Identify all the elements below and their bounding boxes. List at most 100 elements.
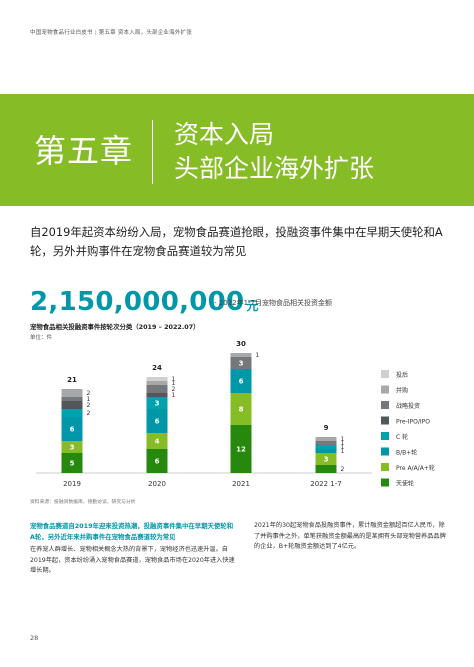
bar-value-label: 6 bbox=[155, 418, 160, 426]
bar-segment-2019-3 bbox=[61, 409, 83, 417]
headline-caption: - 2022年1-7月宠物食品相关投资金额 bbox=[214, 299, 332, 307]
stacked-bar-chart: 5362212212019646312112420201286313020212… bbox=[36, 340, 435, 488]
x-tick-label: 2021 bbox=[232, 480, 250, 488]
bar-segment-2019-6 bbox=[61, 389, 83, 397]
bar-segment-2020-0 bbox=[146, 449, 168, 473]
legend-label: B/B+轮 bbox=[396, 448, 417, 456]
bar-value-side-label: 1 bbox=[87, 396, 91, 403]
bar-value-side-label: 1 bbox=[172, 392, 176, 399]
bar-segment-2019-0 bbox=[61, 453, 83, 473]
bar-value-label: 4 bbox=[155, 438, 160, 446]
bar-segment-2020-4 bbox=[146, 393, 168, 397]
legend-swatch bbox=[381, 370, 389, 378]
chapter-title-line1: 资本入局 bbox=[174, 120, 275, 149]
bar-value-label: 5 bbox=[70, 460, 75, 468]
bar-value-side-label: 2 bbox=[172, 386, 176, 393]
page-number: 28 bbox=[30, 634, 39, 642]
bar-segment-2022 1-7-5 bbox=[315, 441, 337, 445]
bar-segment-2021-6 bbox=[230, 353, 252, 357]
headline-amount-unit: 元 bbox=[246, 299, 259, 313]
legend-swatch bbox=[381, 385, 389, 394]
bar-value-side-label: 2 bbox=[87, 402, 91, 409]
bar-segment-2020-5 bbox=[146, 385, 168, 393]
source-note: 资料来源：投融资数据库，德勤访谈，研究与分析 bbox=[30, 500, 136, 505]
headline-amount: 2,150,000,000 元 bbox=[30, 287, 259, 317]
legend-label: C 轮 bbox=[396, 433, 408, 441]
bar-segment-2020-6 bbox=[146, 381, 168, 385]
left-column: 宠物食品赛道自2019年迎来投资热潮，投融资事件集中在早期天使轮和A轮，另外近年… bbox=[30, 521, 238, 577]
chapter-number: 第五章 bbox=[34, 132, 134, 170]
legend-label: Pre-IPO/IPO bbox=[396, 418, 430, 425]
bar-value-label: 8 bbox=[239, 406, 244, 414]
bar-value-label: 6 bbox=[155, 458, 160, 466]
bar-value-side-label: 1 bbox=[341, 444, 345, 451]
bar-segment-2020-2 bbox=[146, 409, 168, 433]
bar-value-label: 3 bbox=[324, 456, 329, 464]
bar-segment-2021-2 bbox=[230, 369, 252, 393]
bar-total-label: 21 bbox=[67, 376, 77, 384]
chapter-title-line2: 头部企业海外扩张 bbox=[174, 154, 375, 183]
legend-label: 天使轮 bbox=[396, 479, 414, 487]
bar-segment-2022 1-7-0 bbox=[315, 465, 337, 473]
bar-segment-2021-5 bbox=[230, 357, 252, 369]
chapter-banner: 第五章 资本入局 头部企业海外扩张 bbox=[0, 94, 474, 206]
bar-value-label: 3 bbox=[70, 444, 75, 452]
legend-swatch bbox=[381, 463, 389, 471]
bar-segment-2020-1 bbox=[146, 433, 168, 449]
bar-value-side-label: 2 bbox=[341, 466, 345, 473]
bar-segment-2021-1 bbox=[230, 393, 252, 425]
bar-segment-2022 1-7-1 bbox=[315, 453, 337, 465]
bar-total-label: 9 bbox=[324, 424, 329, 432]
x-tick-label: 2022 1-7 bbox=[310, 480, 341, 488]
bar-segment-2022 1-7-6 bbox=[315, 437, 337, 441]
bar-value-label: 3 bbox=[155, 400, 160, 408]
bar-value-side-label: 1 bbox=[341, 448, 345, 455]
section-name: 第五章 资本入局，头部企业海外扩张 bbox=[98, 30, 192, 36]
legend-swatch bbox=[381, 432, 389, 440]
lead-paragraph: 自2019年起资本纷纷入局，宠物食品赛道抢眼，投融资事件集中在早期天使轮和A轮，… bbox=[30, 225, 443, 258]
bar-segment-2022 1-7-2 bbox=[315, 449, 337, 453]
bar-value-label: 3 bbox=[239, 360, 244, 368]
left-body-text: 在养宠人群增长、宠物相关概念大热的背景下，宠物经济也迅速升温。自2019年起，资… bbox=[30, 546, 235, 574]
bar-value-label: 12 bbox=[236, 446, 246, 454]
report-name: 中国宠物食品行业白皮书 bbox=[30, 30, 93, 36]
x-tick-label: 2019 bbox=[63, 480, 81, 488]
bar-segment-2019-2 bbox=[61, 417, 83, 441]
bar-value-side-label: 1 bbox=[172, 376, 176, 383]
bar-value-side-label: 1 bbox=[172, 380, 176, 387]
running-header: 中国宠物食品行业白皮书 | 第五章 资本入局，头部企业海外扩张 bbox=[30, 28, 192, 36]
legend-swatch bbox=[381, 416, 389, 425]
bar-value-side-label: 2 bbox=[87, 410, 91, 417]
bar-value-side-label: 1 bbox=[341, 440, 345, 447]
bar-value-side-label: 2 bbox=[87, 390, 91, 397]
chart-title: 宠物食品相关投融资事件按轮次分类（2019 – 2022.07） bbox=[30, 323, 200, 331]
legend-swatch bbox=[381, 447, 389, 456]
header-separator: | bbox=[94, 30, 97, 36]
chapter-divider bbox=[152, 120, 153, 184]
legend-swatch bbox=[381, 478, 389, 487]
bar-value-label: 6 bbox=[239, 378, 244, 386]
bar-segment-2020-7 bbox=[146, 377, 168, 381]
bar-value-side-label: 1 bbox=[256, 352, 260, 359]
x-tick-label: 2020 bbox=[148, 480, 166, 488]
legend-label: 并购 bbox=[396, 386, 408, 394]
bar-total-label: 30 bbox=[236, 340, 246, 348]
bar-segment-2022 1-7-3 bbox=[315, 445, 337, 449]
bar-segment-2019-1 bbox=[61, 441, 83, 453]
highlight-text: 宠物食品赛道自2019年迎来投资热潮，投融资事件集中在早期天使轮和A轮，另外近年… bbox=[30, 522, 234, 541]
bar-segment-2019-5 bbox=[61, 397, 83, 401]
legend-label: 战略投资 bbox=[396, 402, 420, 410]
headline-amount-value: 2,150,000,000 bbox=[30, 287, 245, 317]
bar-value-label: 6 bbox=[70, 426, 75, 434]
chart-unit-label: 单位：件 bbox=[30, 335, 53, 341]
bar-total-label: 24 bbox=[152, 364, 162, 372]
bar-segment-2020-3 bbox=[146, 397, 168, 409]
bar-value-side-label: 1 bbox=[341, 436, 345, 443]
bar-segment-2019-4 bbox=[61, 401, 83, 409]
right-body-text: 2021年的30起宠物食品投融资事件，累计融资金额超百亿人民币，除了并购事件之外… bbox=[254, 522, 446, 550]
bar-segment-2021-0 bbox=[230, 425, 252, 473]
legend-label: 投后 bbox=[396, 371, 408, 379]
chapter-title: 资本入局 头部企业海外扩张 bbox=[174, 118, 374, 186]
legend-label: Pre A/A/A+轮 bbox=[396, 464, 435, 472]
legend-swatch bbox=[381, 401, 389, 409]
